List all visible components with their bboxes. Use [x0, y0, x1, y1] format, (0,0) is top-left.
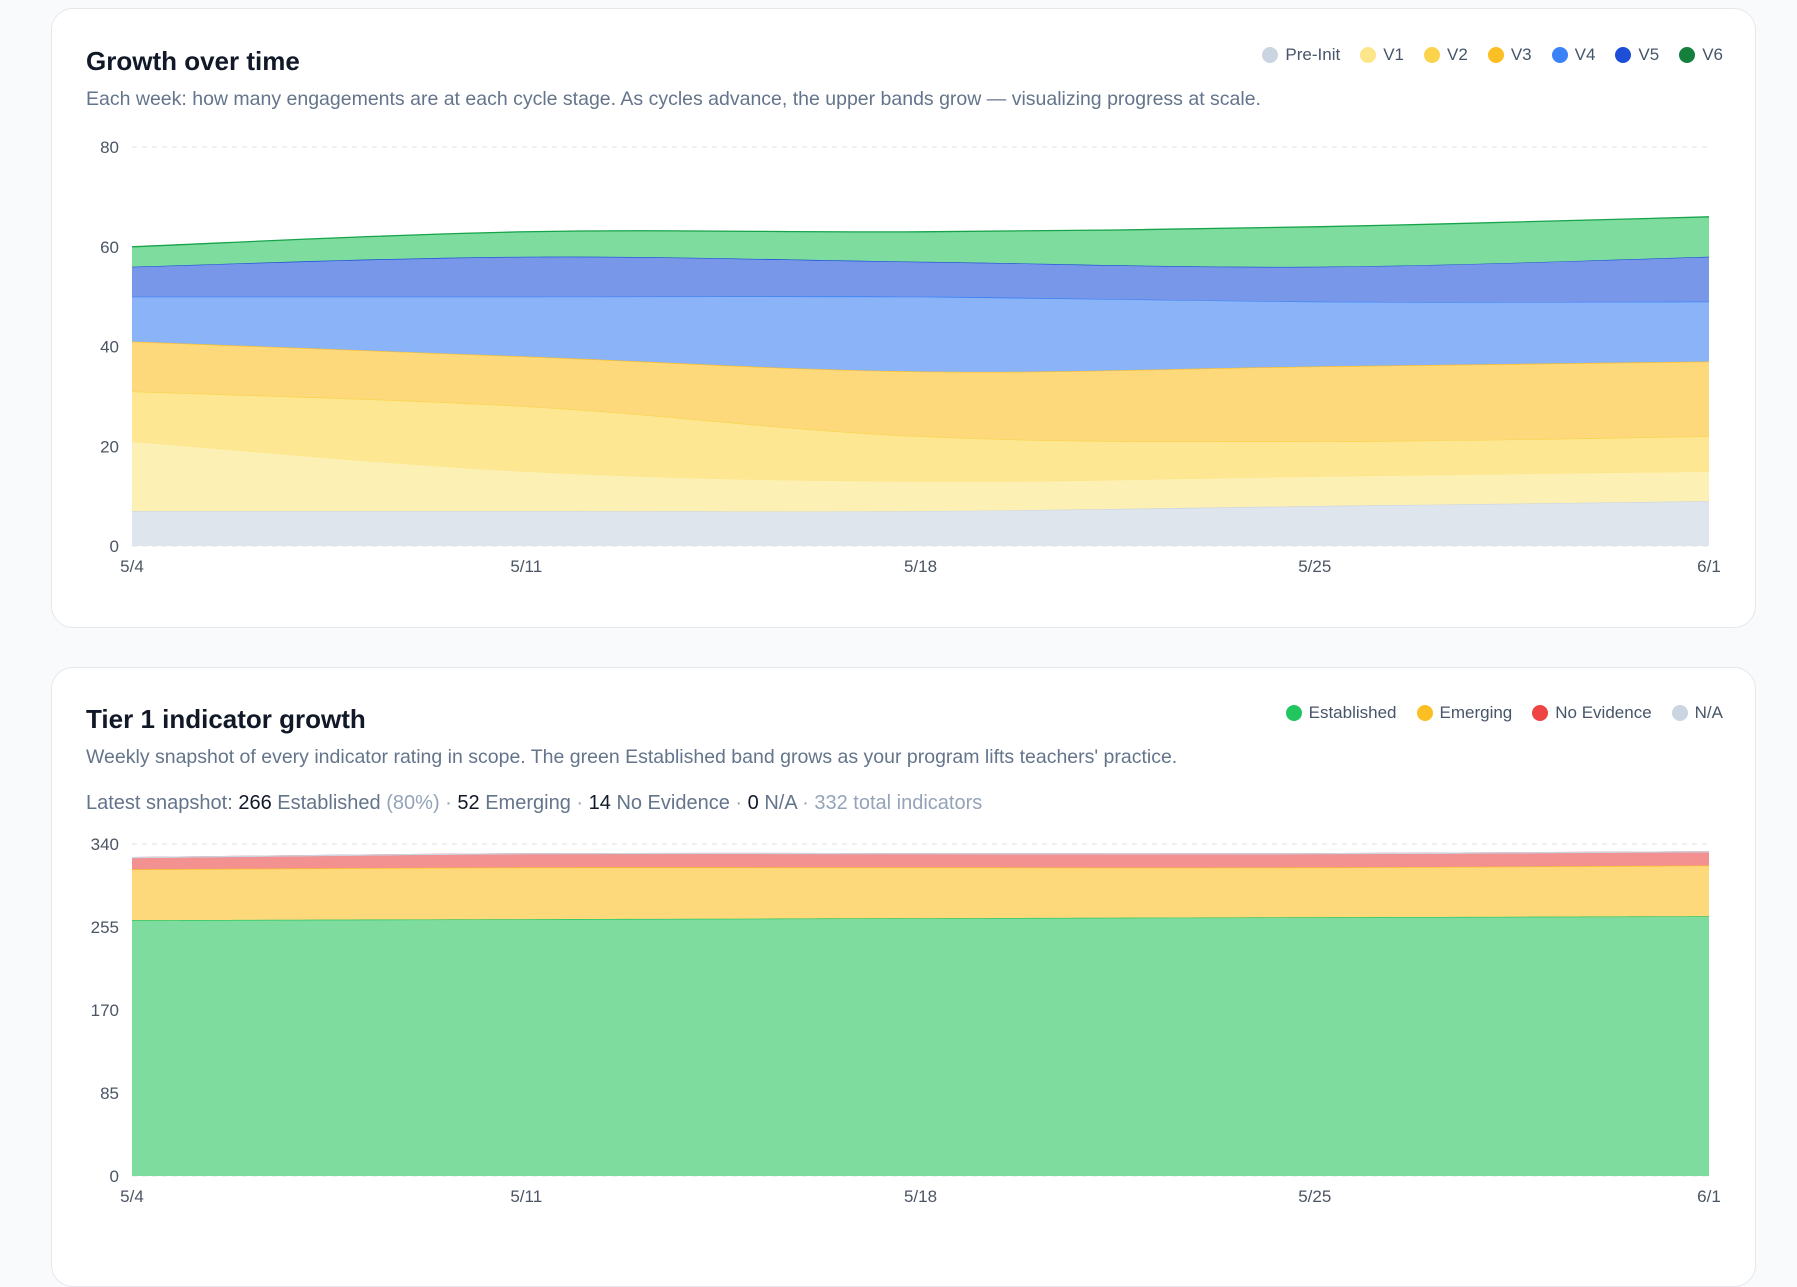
area-band-v6 — [132, 216, 1709, 267]
y-tick-label: 80 — [100, 138, 119, 157]
y-tick-label: 20 — [100, 437, 119, 456]
legend-item-n-a[interactable]: N/A — [1671, 703, 1723, 723]
growth-over-time-card: Growth over time Each week: how many eng… — [51, 8, 1756, 628]
y-tick-label: 0 — [110, 1167, 119, 1186]
area-band-emerging — [132, 865, 1709, 921]
y-tick-label: 60 — [100, 238, 119, 257]
legend-swatch — [1416, 705, 1433, 721]
legend-label: V5 — [1638, 45, 1660, 64]
legend-label: V4 — [1574, 45, 1596, 64]
legend-label: V3 — [1510, 45, 1532, 64]
x-tick-label: 5/25 — [1298, 557, 1331, 576]
snapshot-prefix: Latest snapshot: — [86, 792, 233, 814]
legend-swatch — [1424, 47, 1441, 63]
legend-swatch — [1679, 47, 1696, 63]
legend-label: No Evidence — [1555, 703, 1652, 722]
legend-item-v4[interactable]: V4 — [1551, 45, 1596, 65]
area-band-no-evidence — [132, 851, 1709, 870]
snapshot-na-label: N/A — [764, 792, 797, 814]
legend-swatch — [1551, 47, 1568, 63]
legend-item-v5[interactable]: V5 — [1615, 45, 1659, 65]
area-band-established — [132, 916, 1709, 1176]
x-tick-label: 5/25 — [1298, 1187, 1331, 1206]
legend-swatch — [1671, 705, 1688, 721]
legend-swatch — [1615, 47, 1632, 63]
x-tick-label: 5/11 — [510, 1187, 542, 1206]
legend-label: Emerging — [1439, 703, 1513, 722]
snapshot-separator: · — [735, 792, 743, 814]
x-tick-label: 5/4 — [120, 557, 144, 576]
snapshot-separator: · — [802, 792, 809, 814]
legend-swatch — [1360, 47, 1377, 63]
x-tick-label: 6/1 — [1697, 1187, 1721, 1206]
x-tick-label: 5/18 — [904, 557, 937, 576]
tier1-chart-title: Tier 1 indicator growth — [86, 704, 366, 734]
snapshot-established-count: 266 — [238, 792, 272, 814]
legend-swatch — [1487, 47, 1504, 63]
snapshot-emerging-count: 52 — [457, 792, 480, 814]
legend-label: Established — [1308, 703, 1397, 722]
x-tick-label: 5/11 — [510, 557, 542, 576]
growth-area-chart: 0 20 40 60 80 5/4 5/11 5/18 5/25 6/1 — [100, 138, 1721, 576]
tier1-area-chart: 0 85 170 255 340 5/4 5/11 5/18 5/25 6/1 — [91, 835, 1721, 1206]
tier1-chart-subtitle: Weekly snapshot of every indicator ratin… — [86, 746, 1178, 768]
legend-item-pre-init[interactable]: Pre-Init — [1262, 45, 1340, 65]
x-tick-label: 5/4 — [120, 1187, 144, 1206]
snapshot-emerging-label: Emerging — [485, 792, 571, 814]
growth-chart-title: Growth over time — [86, 46, 300, 76]
y-tick-label: 40 — [100, 338, 119, 357]
legend-label: V6 — [1702, 45, 1723, 64]
snapshot-noevidence-label: No Evidence — [616, 792, 730, 814]
y-tick-label: 170 — [91, 1001, 119, 1020]
snapshot-separator: · — [445, 792, 452, 814]
legend-item-established[interactable]: Established — [1285, 703, 1397, 723]
legend-swatch — [1262, 47, 1279, 63]
x-tick-label: 5/18 — [904, 1187, 937, 1206]
legend-label: V2 — [1447, 45, 1468, 64]
y-tick-label: 340 — [91, 835, 119, 854]
snapshot-separator: · — [576, 792, 584, 814]
area-band-v4 — [132, 296, 1709, 372]
area-band-v1 — [132, 441, 1709, 512]
legend-item-v2[interactable]: V2 — [1424, 45, 1468, 65]
legend-item-no-evidence[interactable]: No Evidence — [1532, 703, 1652, 723]
tier1-indicator-card: Tier 1 indicator growth Weekly snapshot … — [51, 667, 1756, 1287]
legend-label: N/A — [1694, 703, 1723, 722]
snapshot-established-label: Established — [277, 792, 381, 814]
legend-item-v1[interactable]: V1 — [1360, 45, 1404, 65]
area-band-pre-init — [132, 501, 1709, 546]
legend-label: Pre-Init — [1285, 45, 1341, 64]
legend-swatch — [1532, 705, 1549, 721]
y-tick-label: 85 — [100, 1084, 119, 1103]
growth-legend: Pre-Init V1 V2 V3 V4 V5 V6 — [1242, 45, 1723, 65]
legend-item-v3[interactable]: V3 — [1487, 45, 1532, 65]
snapshot-na-count: 0 — [747, 792, 759, 814]
y-tick-label: 0 — [110, 537, 119, 556]
y-tick-label: 255 — [91, 918, 119, 937]
legend-item-emerging[interactable]: Emerging — [1416, 703, 1513, 723]
legend-swatch — [1285, 705, 1302, 721]
snapshot-noevidence-count: 14 — [588, 792, 611, 814]
x-tick-label: 6/1 — [1697, 557, 1721, 576]
legend-label: V1 — [1383, 45, 1405, 64]
latest-snapshot-summary: Latest snapshot: 266 Established (80%) ·… — [86, 792, 982, 815]
snapshot-total: 332 total indicators — [814, 792, 983, 814]
area-band-v5 — [132, 256, 1709, 303]
area-line-v3 — [131, 340, 1710, 373]
area-line-established — [131, 915, 1710, 921]
legend-item-v6[interactable]: V6 — [1679, 45, 1723, 65]
area-line-v6 — [131, 216, 1710, 248]
tier1-legend: Established Emerging No Evidence N/A — [1266, 703, 1723, 723]
snapshot-established-pct: (80%) — [386, 792, 440, 814]
area-line-n-a — [131, 851, 1710, 859]
growth-chart-subtitle: Each week: how many engagements are at e… — [86, 88, 1261, 110]
